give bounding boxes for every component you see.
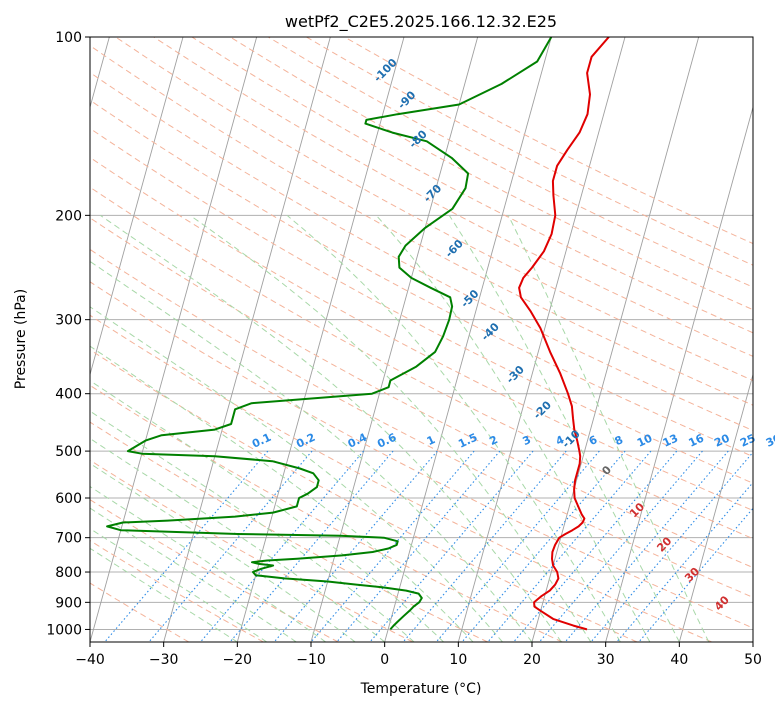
mixing-ratio-line [369, 450, 534, 642]
moist-adiabat [90, 260, 533, 642]
mixing-ratio-lines [104, 450, 753, 642]
y-axis-ticks: 1000 900 800 700 600 500 400 300 200 100 [46, 30, 90, 638]
mixing-ratio-line [229, 450, 394, 642]
plot-frame [89, 36, 754, 643]
moist-adiabat [90, 306, 503, 642]
dry-adiabat [90, 314, 712, 642]
y-tick-label: 400 [55, 387, 82, 403]
dry-adiabat [90, 582, 190, 642]
mixing-ratio-line [435, 450, 600, 642]
moist-adiabat [100, 214, 562, 642]
x-axis-ticks: −40 −30 −20 −10 0 10 20 30 40 50 [75, 642, 762, 668]
mixing-ratio-label: 13 [661, 432, 680, 450]
mixing-ratio-line [461, 450, 626, 642]
moist-adiabat [286, 214, 621, 642]
mixing-ratio-line [590, 451, 753, 642]
y-tick-label: 800 [55, 565, 82, 581]
skewed-isotherm [678, 372, 753, 642]
chart-title: wetPf2_C2E5.2025.166.12.32.E25 [285, 12, 557, 32]
mixing-ratio-line [200, 450, 365, 642]
dry-adiabat [90, 71, 753, 432]
mixing-ratio-label: 10 [635, 431, 655, 449]
mixing-ratio-label: 30 [764, 431, 775, 449]
dry-adiabat [90, 349, 638, 642]
moist-adiabat [90, 437, 386, 642]
mixing-ratio-line [638, 507, 753, 642]
mixing-ratio-line [310, 450, 475, 642]
mixing-ratio-line [538, 450, 703, 642]
x-tick-label: −10 [296, 652, 326, 668]
mixing-ratio-line [564, 450, 729, 642]
dry-adiabat [90, 421, 488, 642]
dry-adiabat [191, 37, 753, 334]
dry-adiabat [90, 539, 264, 642]
dewpoint-profile-line [106, 37, 553, 631]
mixing-ratio-label: 16 [687, 431, 707, 449]
x-tick-label: −40 [75, 652, 105, 668]
skewed-isotherm [384, 37, 552, 642]
y-tick-label: 300 [55, 313, 82, 329]
skewed-isotherms [90, 37, 753, 642]
mixing-ratio-line [402, 450, 567, 642]
dry-adiabat [90, 384, 563, 642]
y-axis-label: Pressure (hPa) [13, 289, 29, 389]
moist-adiabat [90, 380, 444, 642]
dry-adiabats [90, 37, 753, 642]
moist-adiabat [90, 345, 474, 642]
x-tick-label: 20 [523, 652, 541, 668]
skewed-isotherm [163, 37, 331, 642]
dry-adiabat [90, 156, 753, 512]
x-axis-label: Temperature (°C) [360, 681, 482, 697]
mixing-ratio-line [336, 450, 501, 642]
dry-adiabat [267, 37, 753, 288]
y-tick-label: 700 [55, 531, 82, 547]
x-tick-label: 40 [670, 652, 688, 668]
skewed-isotherm [531, 37, 700, 642]
y-tick-label: 100 [55, 30, 82, 46]
skewed-isotherm [236, 37, 405, 642]
moist-adiabat [189, 214, 592, 642]
mixing-ratio-label: 20 [712, 431, 732, 449]
mixing-ratio-line [616, 481, 753, 642]
dry-adiabat [90, 99, 753, 458]
dry-adiabat [90, 248, 753, 598]
moist-adiabat [90, 410, 415, 642]
mixing-ratio-line [104, 450, 269, 642]
y-tick-label: 1000 [46, 622, 82, 638]
y-tick-label: 600 [55, 491, 82, 507]
x-tick-label: 50 [744, 652, 762, 668]
mixing-ratio-line [148, 450, 313, 642]
moist-adiabat [507, 215, 710, 642]
moist-adiabat [448, 215, 680, 642]
dry-adiabat [153, 37, 753, 357]
moist-adiabat [90, 485, 326, 642]
moist-adiabat [90, 507, 297, 642]
dry-adiabat [90, 45, 753, 406]
temperature-profile-line [518, 37, 610, 631]
skewed-isotherm [605, 105, 753, 642]
dry-adiabat [90, 459, 414, 642]
skewed-isotherm [90, 37, 184, 377]
x-tick-label: 0 [380, 652, 389, 668]
mixing-ratio-line [487, 450, 652, 642]
mixing-ratio-line [273, 450, 438, 642]
y-tick-label: 900 [55, 595, 82, 611]
moist-adiabats [90, 214, 710, 642]
plot-area [90, 37, 753, 642]
x-tick-label: −20 [223, 652, 253, 668]
sounding-series [106, 37, 610, 631]
skewed-isotherm [90, 37, 258, 642]
moist-adiabat [375, 214, 651, 642]
moist-adiabat [90, 462, 356, 642]
y-tick-label: 200 [55, 208, 82, 224]
dry-adiabat [90, 281, 753, 629]
x-tick-label: 30 [597, 652, 615, 668]
y-tick-label: 500 [55, 444, 82, 460]
x-tick-label: −30 [149, 652, 179, 668]
x-tick-label: 10 [449, 652, 467, 668]
